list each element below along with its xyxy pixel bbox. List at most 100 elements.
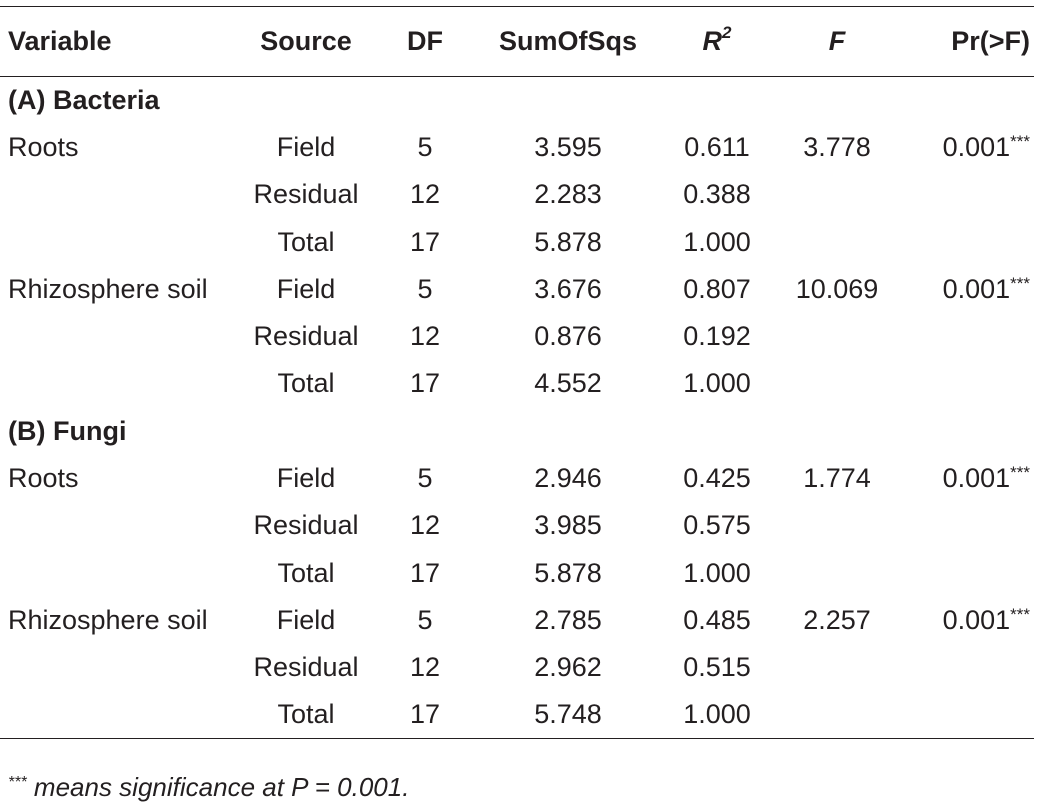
cell-r2: 1.000 (683, 557, 751, 588)
cell-p (898, 171, 1034, 218)
cell-source: Total (277, 557, 335, 588)
cell-source: Residual (253, 321, 359, 352)
cell-r2: 0.192 (683, 321, 751, 352)
cell-sumofsqs: 5.878 (534, 557, 602, 588)
table-row: Total 17 5.748 1.000 (0, 691, 1034, 740)
cell-variable (0, 313, 240, 360)
cell-r2: 1.000 (683, 226, 751, 257)
header-sumofsqs: SumOfSqs (478, 6, 658, 77)
cell-f (776, 313, 898, 360)
cell-r2: 0.611 (684, 131, 750, 162)
cell-r2: 0.425 (683, 463, 751, 494)
cell-p: 0.001*** (898, 124, 1034, 171)
table-header: Variable Source DF SumOfSqs R2 F Pr(>F) (0, 6, 1034, 77)
cell-p (898, 218, 1034, 265)
table-row: Roots Field 5 3.595 0.611 3.778 0.001*** (0, 124, 1034, 171)
cell-df: 5 (417, 604, 433, 635)
cell-f (776, 549, 898, 596)
group-header-row: (A) Bacteria (0, 77, 1034, 124)
cell-r2: 0.388 (683, 179, 751, 210)
cell-df: 12 (409, 652, 441, 683)
cell-f: 3.778 (803, 131, 871, 162)
header-r2: R2 (658, 6, 776, 77)
cell-sumofsqs: 2.283 (534, 179, 602, 210)
cell-df: 17 (409, 226, 441, 257)
table-row: Total 17 5.878 1.000 (0, 218, 1034, 265)
cell-variable (0, 502, 240, 549)
cell-p-value: 0.001 (942, 463, 1011, 494)
group-title: (B) Fungi (8, 415, 127, 446)
cell-df: 5 (417, 463, 433, 494)
cell-f (776, 171, 898, 218)
cell-p-value: 0.001 (942, 131, 1011, 162)
cell-f (776, 644, 898, 691)
group-header-row: (B) Fungi (0, 408, 1034, 455)
significance-stars: *** (1010, 604, 1030, 624)
cell-f (776, 502, 898, 549)
cell-df: 17 (372, 691, 478, 740)
cell-df: 17 (409, 368, 441, 399)
cell-p (898, 644, 1034, 691)
cell-f (776, 360, 898, 407)
table-row: Roots Field 5 2.946 0.425 1.774 0.001*** (0, 455, 1034, 502)
cell-sumofsqs: 2.785 (534, 604, 602, 635)
cell-p (898, 360, 1034, 407)
cell-df: 12 (409, 179, 441, 210)
header-df: DF (372, 6, 478, 77)
cell-variable: Rhizosphere soil (8, 604, 208, 635)
header-p: Pr(>F) (898, 6, 1034, 77)
cell-p (898, 313, 1034, 360)
table-row: Residual 12 3.985 0.575 (0, 502, 1034, 549)
cell-sumofsqs: 2.946 (534, 463, 602, 494)
footnote-stars: *** (8, 774, 27, 791)
header-r2-sup: 2 (722, 23, 732, 42)
cell-source: Field (276, 273, 336, 304)
cell-f: 2.257 (803, 604, 871, 635)
cell-sumofsqs: 3.985 (534, 510, 602, 541)
cell-variable: Rhizosphere soil (8, 273, 208, 304)
cell-variable (0, 171, 240, 218)
table-row: Residual 12 2.962 0.515 (0, 644, 1034, 691)
cell-sumofsqs: 3.595 (534, 131, 602, 162)
cell-variable: Roots (8, 131, 79, 162)
cell-variable: Roots (8, 463, 79, 494)
cell-p (898, 691, 1034, 740)
cell-source: Field (276, 604, 336, 635)
footnote-text: means significance at P = 0.001. (26, 772, 410, 802)
cell-p (898, 502, 1034, 549)
cell-sumofsqs: 5.878 (534, 226, 602, 257)
cell-df: 17 (409, 557, 441, 588)
table-row: Residual 12 0.876 0.192 (0, 313, 1034, 360)
cell-df: 5 (417, 131, 433, 162)
header-variable: Variable (0, 6, 240, 77)
cell-f: 1.774 (803, 463, 871, 494)
permanova-table: Variable Source DF SumOfSqs R2 F Pr(>F) … (0, 6, 1034, 740)
cell-source: Residual (253, 510, 359, 541)
table-row: Rhizosphere soil Field 5 3.676 0.807 10.069 0.… (0, 266, 1034, 313)
cell-sumofsqs: 2.962 (534, 652, 602, 683)
cell-df: 12 (409, 321, 441, 352)
cell-source: Total (277, 368, 335, 399)
significance-stars: *** (1010, 131, 1030, 151)
cell-variable (0, 360, 240, 407)
header-r2-base: R (702, 26, 723, 56)
header-row: Variable Source DF SumOfSqs R2 F Pr(>F) (0, 6, 1034, 77)
cell-r2: 0.575 (683, 510, 751, 541)
cell-r2: 1.000 (683, 368, 751, 399)
table-row: Residual 12 2.283 0.388 (0, 171, 1034, 218)
cell-p-value: 0.001 (942, 604, 1011, 635)
cell-p: 0.001*** (898, 597, 1034, 644)
table-row: Total 17 5.878 1.000 (0, 549, 1034, 596)
cell-f (776, 218, 898, 265)
cell-source: Total (240, 691, 372, 740)
cell-p-value: 0.001 (942, 273, 1011, 304)
cell-f: 10.069 (795, 273, 879, 304)
significance-stars: *** (1010, 273, 1030, 293)
cell-f (776, 691, 898, 740)
cell-variable (0, 218, 240, 265)
cell-r2: 0.485 (683, 604, 751, 635)
cell-sumofsqs: 4.552 (534, 368, 602, 399)
cell-p: 0.001*** (898, 266, 1034, 313)
cell-r2: 1.000 (658, 691, 776, 740)
